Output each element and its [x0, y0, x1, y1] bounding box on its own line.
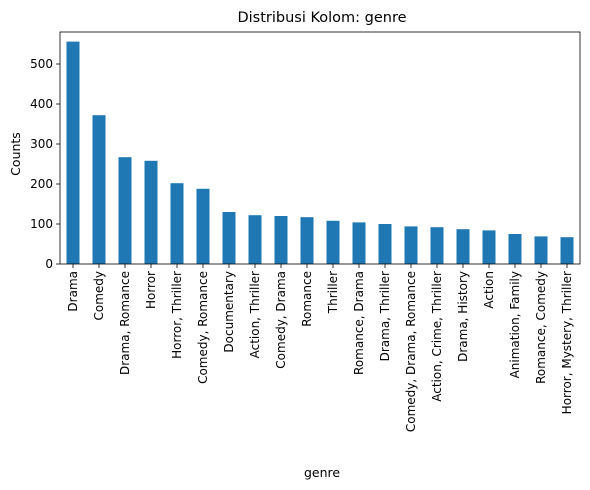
bar-18 — [534, 236, 548, 264]
bar-7 — [248, 215, 262, 264]
bar-15 — [456, 229, 470, 264]
y-axis-label: Counts — [8, 132, 23, 176]
bar-1 — [92, 115, 106, 264]
x-tick-label-13: Comedy, Drama, Romance — [404, 271, 418, 432]
y-tick-label-0: 0 — [45, 257, 53, 271]
x-tick-label-1: Comedy — [92, 271, 106, 321]
bar-3 — [144, 160, 158, 264]
bar-0 — [66, 41, 80, 264]
x-tick-label-5: Comedy, Romance — [196, 271, 210, 384]
x-tick-label-6: Documentary — [222, 271, 236, 353]
bar-17 — [508, 234, 522, 264]
bar-16 — [482, 230, 496, 264]
y-tick-label-4: 400 — [30, 97, 53, 111]
x-tick-label-14: Action, Crime, Thriller — [430, 271, 444, 402]
bar-8 — [274, 216, 288, 264]
bar-9 — [300, 217, 314, 264]
bar-14 — [430, 227, 444, 264]
x-axis-label: genre — [304, 465, 340, 480]
x-tick-label-0: Drama — [66, 271, 80, 312]
x-tick-label-10: Thriller — [326, 271, 340, 314]
y-tick-label-3: 300 — [30, 137, 53, 151]
x-tick-label-8: Comedy, Drama — [274, 271, 288, 369]
bar-2 — [118, 157, 132, 264]
x-tick-label-19: Horror, Mystery, Thriller — [560, 271, 574, 414]
x-tick-label-15: Drama, History — [456, 271, 470, 362]
x-tick-label-9: Romance — [300, 271, 314, 327]
bar-19 — [560, 237, 574, 264]
plot-area: 0 100 200 300 400 500 Drama Comedy Drama, Romanc… — [30, 31, 581, 432]
bar-6 — [222, 212, 236, 264]
bar-5 — [196, 188, 210, 264]
bar-13 — [404, 226, 418, 264]
x-tick-label-18: Romance, Comedy — [534, 271, 548, 384]
bar-12 — [378, 224, 392, 264]
axes-frame — [59, 31, 581, 265]
bar-4 — [170, 183, 184, 264]
chart-title: Distribusi Kolom: genre — [237, 10, 406, 26]
x-tick-label-16: Action — [482, 271, 496, 309]
y-tick-label-2: 200 — [30, 177, 53, 191]
x-tick-label-7: Action, Thriller — [248, 271, 262, 358]
bar-11 — [352, 222, 366, 264]
x-tick-label-17: Animation, Family — [508, 271, 522, 378]
y-tick-label-5: 500 — [30, 57, 53, 71]
x-tick-label-4: Horror, Thriller — [170, 271, 184, 359]
bar-10 — [326, 220, 340, 264]
x-tick-label-3: Horror — [144, 271, 158, 309]
x-tick-label-11: Romance, Drama — [352, 271, 366, 375]
y-tick-label-1: 100 — [30, 217, 53, 231]
x-tick-label-2: Drama, Romance — [118, 271, 132, 375]
x-tick-label-12: Drama, Thriller — [378, 271, 392, 361]
